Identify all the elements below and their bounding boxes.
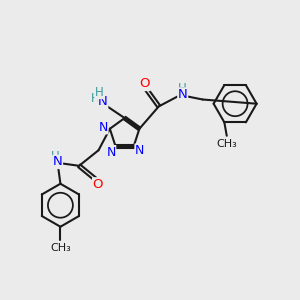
Text: H: H [95,85,103,99]
Text: H: H [178,82,187,95]
Text: N: N [106,146,116,159]
Text: H: H [91,92,100,104]
Text: H: H [51,150,60,163]
Text: N: N [99,121,108,134]
Text: O: O [140,77,150,91]
Text: N: N [135,144,144,157]
Text: CH₃: CH₃ [50,244,71,254]
Text: N: N [98,95,108,108]
Text: N: N [178,88,188,101]
Text: N: N [53,155,62,168]
Text: CH₃: CH₃ [216,140,237,149]
Text: O: O [93,178,103,191]
